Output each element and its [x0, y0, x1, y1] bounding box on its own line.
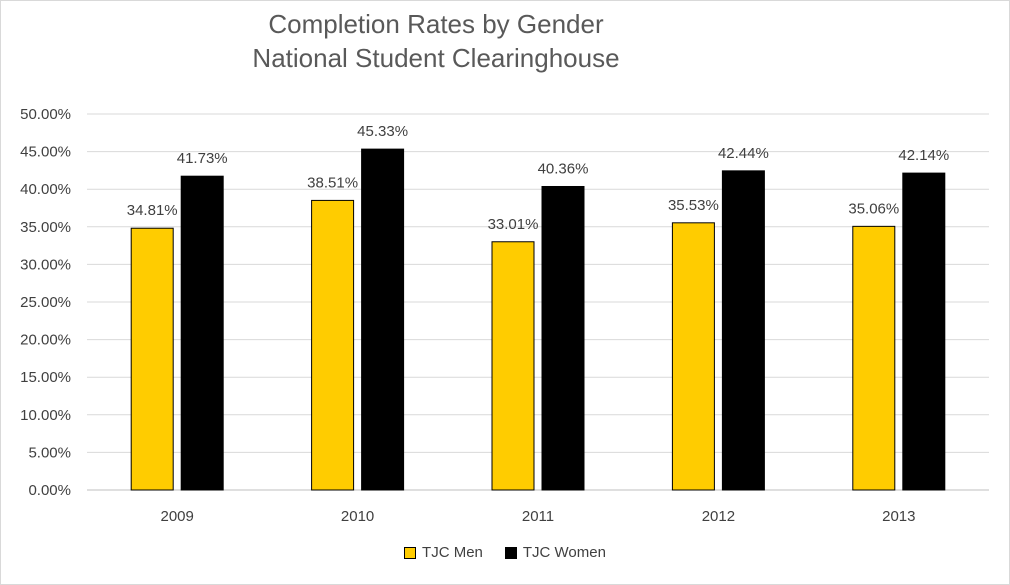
y-tick-label: 5.00%	[28, 444, 71, 461]
y-tick-label: 50.00%	[20, 106, 71, 123]
y-tick-label: 0.00%	[28, 482, 71, 499]
data-label: 35.53%	[668, 197, 719, 214]
data-label: 41.73%	[177, 150, 228, 167]
y-tick-label: 35.00%	[20, 219, 71, 236]
bar	[361, 148, 405, 491]
legend: TJC Men TJC Women	[1, 544, 1009, 561]
data-label: 33.01%	[488, 216, 539, 233]
data-label: 42.14%	[898, 147, 949, 164]
data-label: 40.36%	[538, 160, 589, 177]
legend-label-men: TJC Men	[422, 544, 483, 561]
data-label: 45.33%	[357, 123, 408, 140]
y-tick-label: 45.00%	[20, 144, 71, 161]
chart-title-line-2: National Student Clearinghouse	[252, 43, 620, 73]
x-tick-label: 2009	[161, 508, 194, 525]
legend-swatch-men	[404, 546, 417, 559]
y-tick-label: 40.00%	[20, 181, 71, 198]
legend-item-men: TJC Men	[404, 544, 483, 561]
legend-swatch-women	[504, 546, 517, 559]
legend-label-women: TJC Women	[522, 544, 606, 561]
bar	[721, 170, 765, 491]
bar	[902, 172, 946, 491]
bar	[311, 199, 355, 491]
chart-title-line-1: Completion Rates by Gender	[268, 9, 604, 39]
bar	[491, 241, 535, 491]
y-tick-label: 15.00%	[20, 369, 71, 386]
y-tick-label: 10.00%	[20, 407, 71, 424]
bar	[671, 222, 715, 491]
bar	[180, 175, 224, 491]
data-label: 35.06%	[848, 200, 899, 217]
x-tick-label: 2010	[341, 508, 374, 525]
y-tick-label: 20.00%	[20, 332, 71, 349]
x-tick-label: 2011	[522, 508, 554, 525]
x-tick-label: 2012	[702, 508, 735, 525]
data-label: 38.51%	[307, 174, 358, 191]
data-label: 34.81%	[127, 202, 178, 219]
x-tick-label: 2013	[882, 508, 915, 525]
bar	[852, 225, 896, 491]
data-label: 42.44%	[718, 145, 769, 162]
bar	[130, 227, 174, 491]
y-tick-label: 30.00%	[20, 256, 71, 273]
chart-title: Completion Rates by Gender National Stud…	[1, 7, 871, 75]
bar	[541, 185, 585, 491]
legend-item-women: TJC Women	[504, 544, 606, 561]
y-tick-label: 25.00%	[20, 294, 71, 311]
